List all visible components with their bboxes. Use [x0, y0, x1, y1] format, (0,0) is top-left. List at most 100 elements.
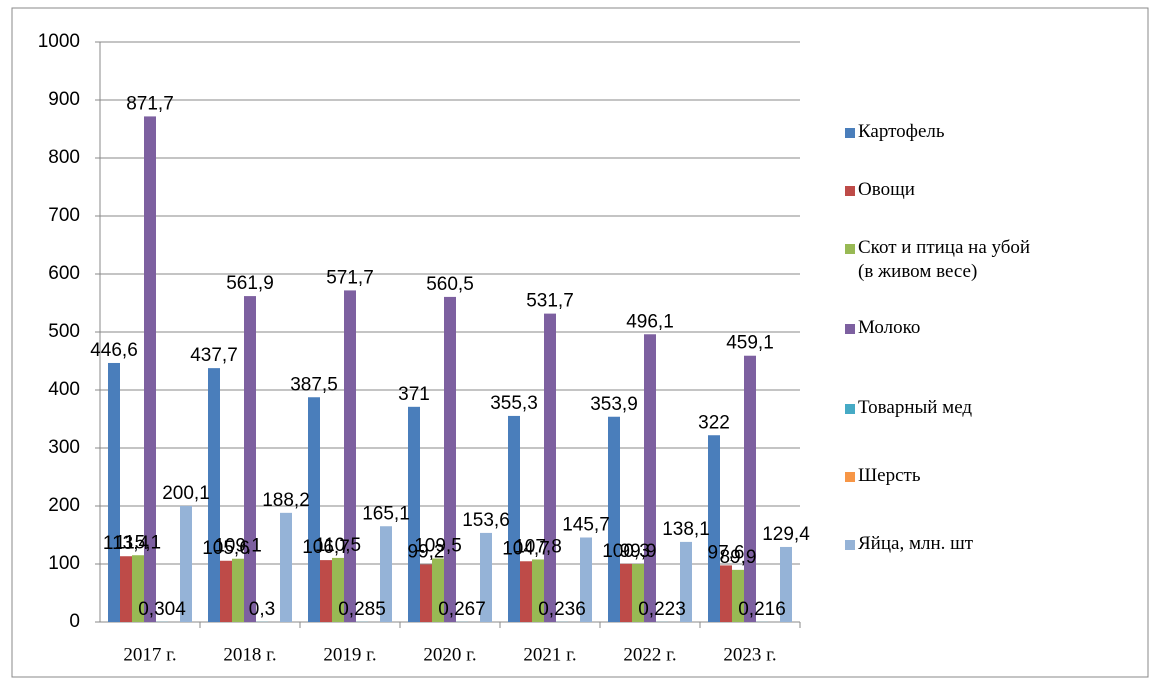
y-tick-label: 400 — [48, 379, 80, 400]
bar — [332, 557, 344, 622]
legend-swatch — [845, 128, 855, 138]
data-label: 100,3 — [602, 541, 650, 562]
data-label: 560,5 — [426, 274, 474, 295]
data-label: 0,216 — [738, 599, 786, 620]
data-label: 0,304 — [138, 599, 186, 620]
data-label: 165,1 — [362, 503, 410, 524]
bar — [620, 563, 632, 622]
data-label: 0,267 — [438, 599, 486, 620]
data-label: 0,285 — [338, 599, 386, 620]
legend-label: Яйца, млн. шт — [858, 533, 974, 554]
bar — [232, 558, 244, 622]
y-tick-label: 0 — [69, 611, 80, 632]
data-label: 129,4 — [762, 524, 810, 545]
legend-label: Товарный мед — [858, 397, 973, 418]
bar — [480, 532, 492, 622]
bar — [432, 558, 444, 622]
data-label: 322 — [698, 412, 730, 433]
data-label: 99,9 — [620, 541, 657, 562]
legend-item: Товарный мед — [845, 396, 972, 420]
data-label: 353,9 — [590, 394, 638, 415]
bar — [308, 397, 320, 622]
legend-swatch — [845, 404, 855, 414]
data-label: 104,7 — [502, 538, 550, 559]
x-tick-label: 2020 г. — [423, 644, 476, 665]
bar — [520, 561, 532, 622]
bar — [132, 555, 144, 622]
bar — [220, 560, 232, 622]
data-label: 437,7 — [190, 345, 238, 366]
bar — [780, 546, 792, 622]
legend-item: Картофель — [845, 120, 945, 144]
data-label: 871,7 — [126, 93, 174, 114]
data-label: 153,6 — [462, 510, 510, 531]
y-tick-label: 100 — [48, 553, 80, 574]
data-label: 138,1 — [662, 519, 710, 540]
legend-swatch — [845, 186, 855, 196]
y-tick-label: 300 — [48, 437, 80, 458]
data-label: 459,1 — [726, 333, 774, 354]
data-label: 387,5 — [290, 374, 338, 395]
bar — [508, 415, 520, 622]
bar — [732, 569, 744, 622]
legend-item: Яйца, млн. шт — [845, 532, 973, 556]
bar — [144, 116, 156, 622]
y-tick-label: 1000 — [38, 31, 80, 52]
bar — [680, 541, 692, 622]
data-label: 97,6 — [708, 542, 745, 563]
legend-swatch — [845, 324, 855, 334]
bar — [208, 368, 220, 622]
y-tick-label: 700 — [48, 205, 80, 226]
bar — [632, 564, 644, 622]
data-label: 109,5 — [414, 536, 462, 557]
bar — [744, 355, 756, 622]
legend-label: Шерсть — [858, 465, 921, 486]
data-label: 145,7 — [562, 515, 610, 536]
bar — [532, 559, 544, 622]
chart-border — [11, 7, 1149, 678]
x-tick-label: 2017 г. — [123, 644, 176, 665]
y-tick-label: 800 — [48, 147, 80, 168]
data-label: 110,5 — [315, 535, 361, 556]
data-label: 0,236 — [538, 599, 586, 620]
legend-swatch — [845, 472, 855, 482]
y-tick-label: 500 — [48, 321, 80, 342]
y-tick-label: 900 — [48, 89, 80, 110]
legend-item: Овощи — [845, 178, 915, 202]
y-tick-label: 600 — [48, 263, 80, 284]
bar — [344, 290, 356, 622]
bar — [420, 564, 432, 622]
bar — [380, 526, 392, 622]
data-label: 355,3 — [490, 393, 538, 414]
legend-item: Шерсть — [845, 464, 921, 488]
legend-item: Скот и птица на убой (в живом весе) — [845, 236, 1045, 284]
data-label: 89,9 — [720, 547, 757, 568]
legend-label: Овощи — [858, 179, 915, 200]
bar — [180, 505, 192, 622]
data-label: 0,223 — [638, 599, 686, 620]
legend-swatch — [845, 244, 855, 254]
bar — [280, 512, 292, 622]
bar — [608, 416, 620, 622]
data-label: 99,2 — [408, 541, 445, 562]
bar — [580, 537, 592, 622]
data-label: 107,8 — [514, 536, 562, 557]
legend-label: Скот и птица на убой (в живом весе) — [858, 237, 1031, 282]
data-label: 106,7 — [302, 537, 350, 558]
bar — [320, 560, 332, 622]
legend-label: Молоко — [858, 317, 921, 338]
bar — [408, 406, 420, 622]
data-label: 571,7 — [326, 267, 374, 288]
bar — [644, 334, 656, 622]
data-label: 371 — [398, 384, 430, 405]
data-label: 496,1 — [626, 311, 674, 332]
bar — [708, 435, 720, 622]
x-tick-label: 2022 г. — [623, 644, 676, 665]
legend-label: Картофель — [858, 121, 945, 142]
x-tick-label: 2023 г. — [723, 644, 776, 665]
x-tick-label: 2019 г. — [323, 644, 376, 665]
x-tick-label: 2018 г. — [223, 644, 276, 665]
bar — [244, 296, 256, 622]
